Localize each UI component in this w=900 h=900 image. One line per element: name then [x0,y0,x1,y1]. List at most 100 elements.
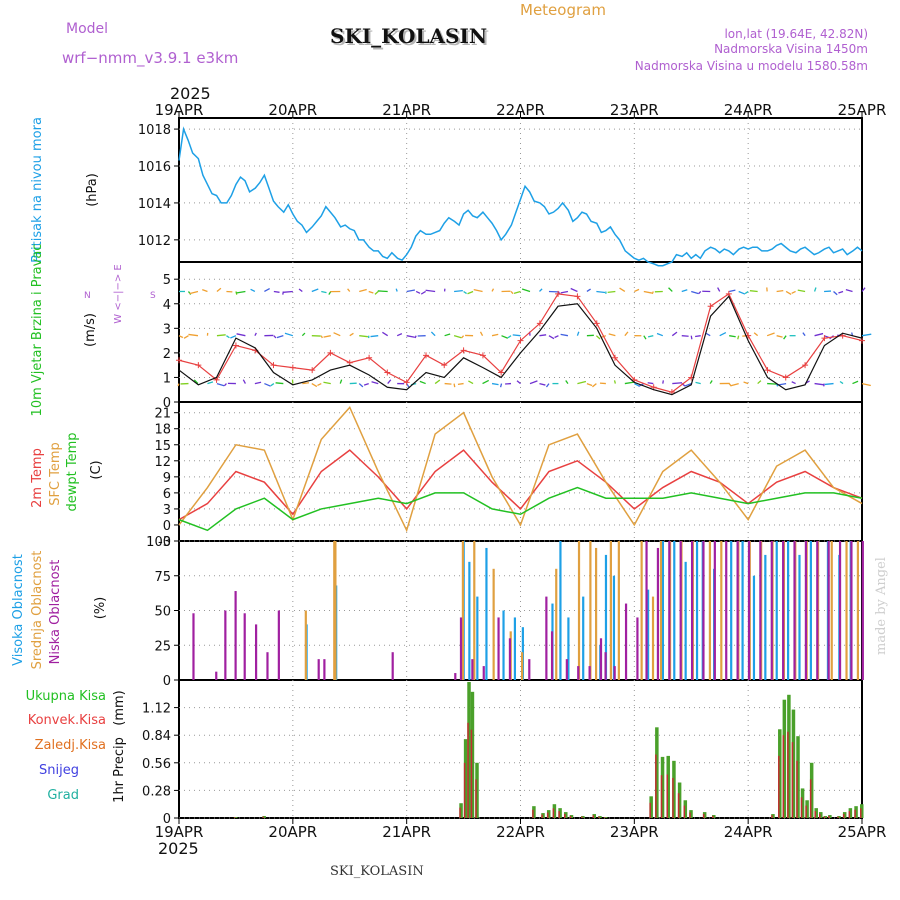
wind-barb [444,382,452,385]
precip-bar [712,815,716,818]
wind-speed-marker [403,379,410,386]
wind-barb [656,332,664,337]
wind-barb [333,332,341,337]
precip-bar [564,812,568,818]
cloud-title-high: Visoka Oblacnost [11,554,26,666]
precip-conv-bar [848,811,851,818]
wind-barb [634,288,640,293]
cloud-ylabel: (%) [93,597,108,620]
wind-barb [695,335,701,338]
wind-barb [802,332,806,337]
cloud-bar [266,652,269,680]
precip-bar [569,815,574,818]
precip-conv-bar [459,807,461,818]
wind-barb [264,382,271,387]
wind-barb [236,290,246,294]
wind-barb [415,290,421,294]
wind-barb [282,290,293,293]
subtitle: Meteogram [520,1,606,19]
wind-barb [453,335,462,339]
precip-bar [828,815,832,818]
cloud-bar [497,617,500,680]
wind-barb [368,290,374,294]
wind-barb [395,288,398,292]
cloud-bar [624,603,628,680]
chart-title: SKI_KOLASIN [332,26,489,50]
pressure-line [178,126,863,267]
wind-speed-marker [423,352,430,359]
wind-barb [425,289,436,293]
wind-speed-marker [327,349,334,356]
precip-conv-bar [791,742,794,818]
wind-barb [273,335,277,339]
cloud-bar [565,659,568,680]
wind-barb [570,287,578,293]
cloud-bar [333,541,336,680]
wind-barb [414,335,417,339]
precip-conv-bar [546,812,549,818]
cloud-bar [804,541,808,680]
wind-barb [216,287,222,292]
wind-barb [370,335,379,338]
wind-barb [838,290,844,294]
wind-barb [202,288,208,293]
model-altitude: Nadmorska Visina u modelu 1580.58m [635,59,868,73]
wind-speed-marker [366,354,373,361]
plot-area: 1012101410161018012345-30369121518210255… [138,117,872,827]
pressure-ytick-label: 1016 [138,160,171,175]
model-name: wrf−nmm_v3.9.1 e3km [62,49,238,68]
precip-bar [541,813,545,818]
precip-bar [592,814,596,818]
wind-barb [298,288,303,292]
precip-bar [842,812,847,818]
cloud-bar [277,610,280,680]
legend-freezing-rain: Zaledj.Kisa [35,738,106,753]
wind-barb [824,382,834,386]
wind-barb [813,287,817,292]
precip-bar [598,816,602,818]
wind-barb [705,332,711,337]
wind-barb [250,288,256,293]
precip-bar [581,816,585,818]
wind-barb [321,290,327,294]
precip-conv-bar [558,811,560,818]
wind-barb [709,380,713,384]
wind-barb [188,333,199,337]
cloud-bar [646,589,650,680]
precip-conv-bar [837,816,839,818]
cloud-bar [304,610,307,680]
precip-bar [660,756,665,818]
wind-barb [791,290,796,294]
cloud-bar [589,541,592,680]
precip-panel: 0 0.28 0.56 0.84 1.12 [142,679,863,827]
x-tick-label-top: 19APR [155,101,204,119]
precip-conv-bar [660,775,663,818]
wind-barb [406,289,416,293]
wind-barb [216,382,225,387]
precip-conv-bar [800,797,803,818]
precip-ytick-label: 1.12 [142,702,171,717]
cloud-bar [798,554,801,680]
wind-barb [236,333,246,337]
pressure-ylabel: (hPa) [85,173,100,207]
clouds-ytick-label: 25 [154,639,171,654]
precip-conv-bar [532,809,534,818]
wind-barb [430,331,436,337]
wind-barb [643,290,653,294]
wind-barb [783,335,787,340]
cloud-bar [461,541,465,680]
temperature-ytick-label: 3 [163,503,171,518]
precip-bar [262,816,266,818]
cloud-bar [770,541,773,680]
x-tick-label-bottom: 24APR [724,823,773,841]
clouds-ytick-label: 50 [154,605,171,620]
cloud-bar [492,568,495,680]
precip-conv-bar [541,814,543,818]
precip-bar [558,808,562,818]
x-tick-label-bottom: 25APR [838,823,887,841]
temp-title-sfc: SFC Temp [48,442,63,506]
wind-barb [797,289,806,293]
legend-conv-rain: Konvek.Kisa [28,713,106,728]
cloud-bar [838,541,842,680]
cloud-bar [741,541,744,680]
